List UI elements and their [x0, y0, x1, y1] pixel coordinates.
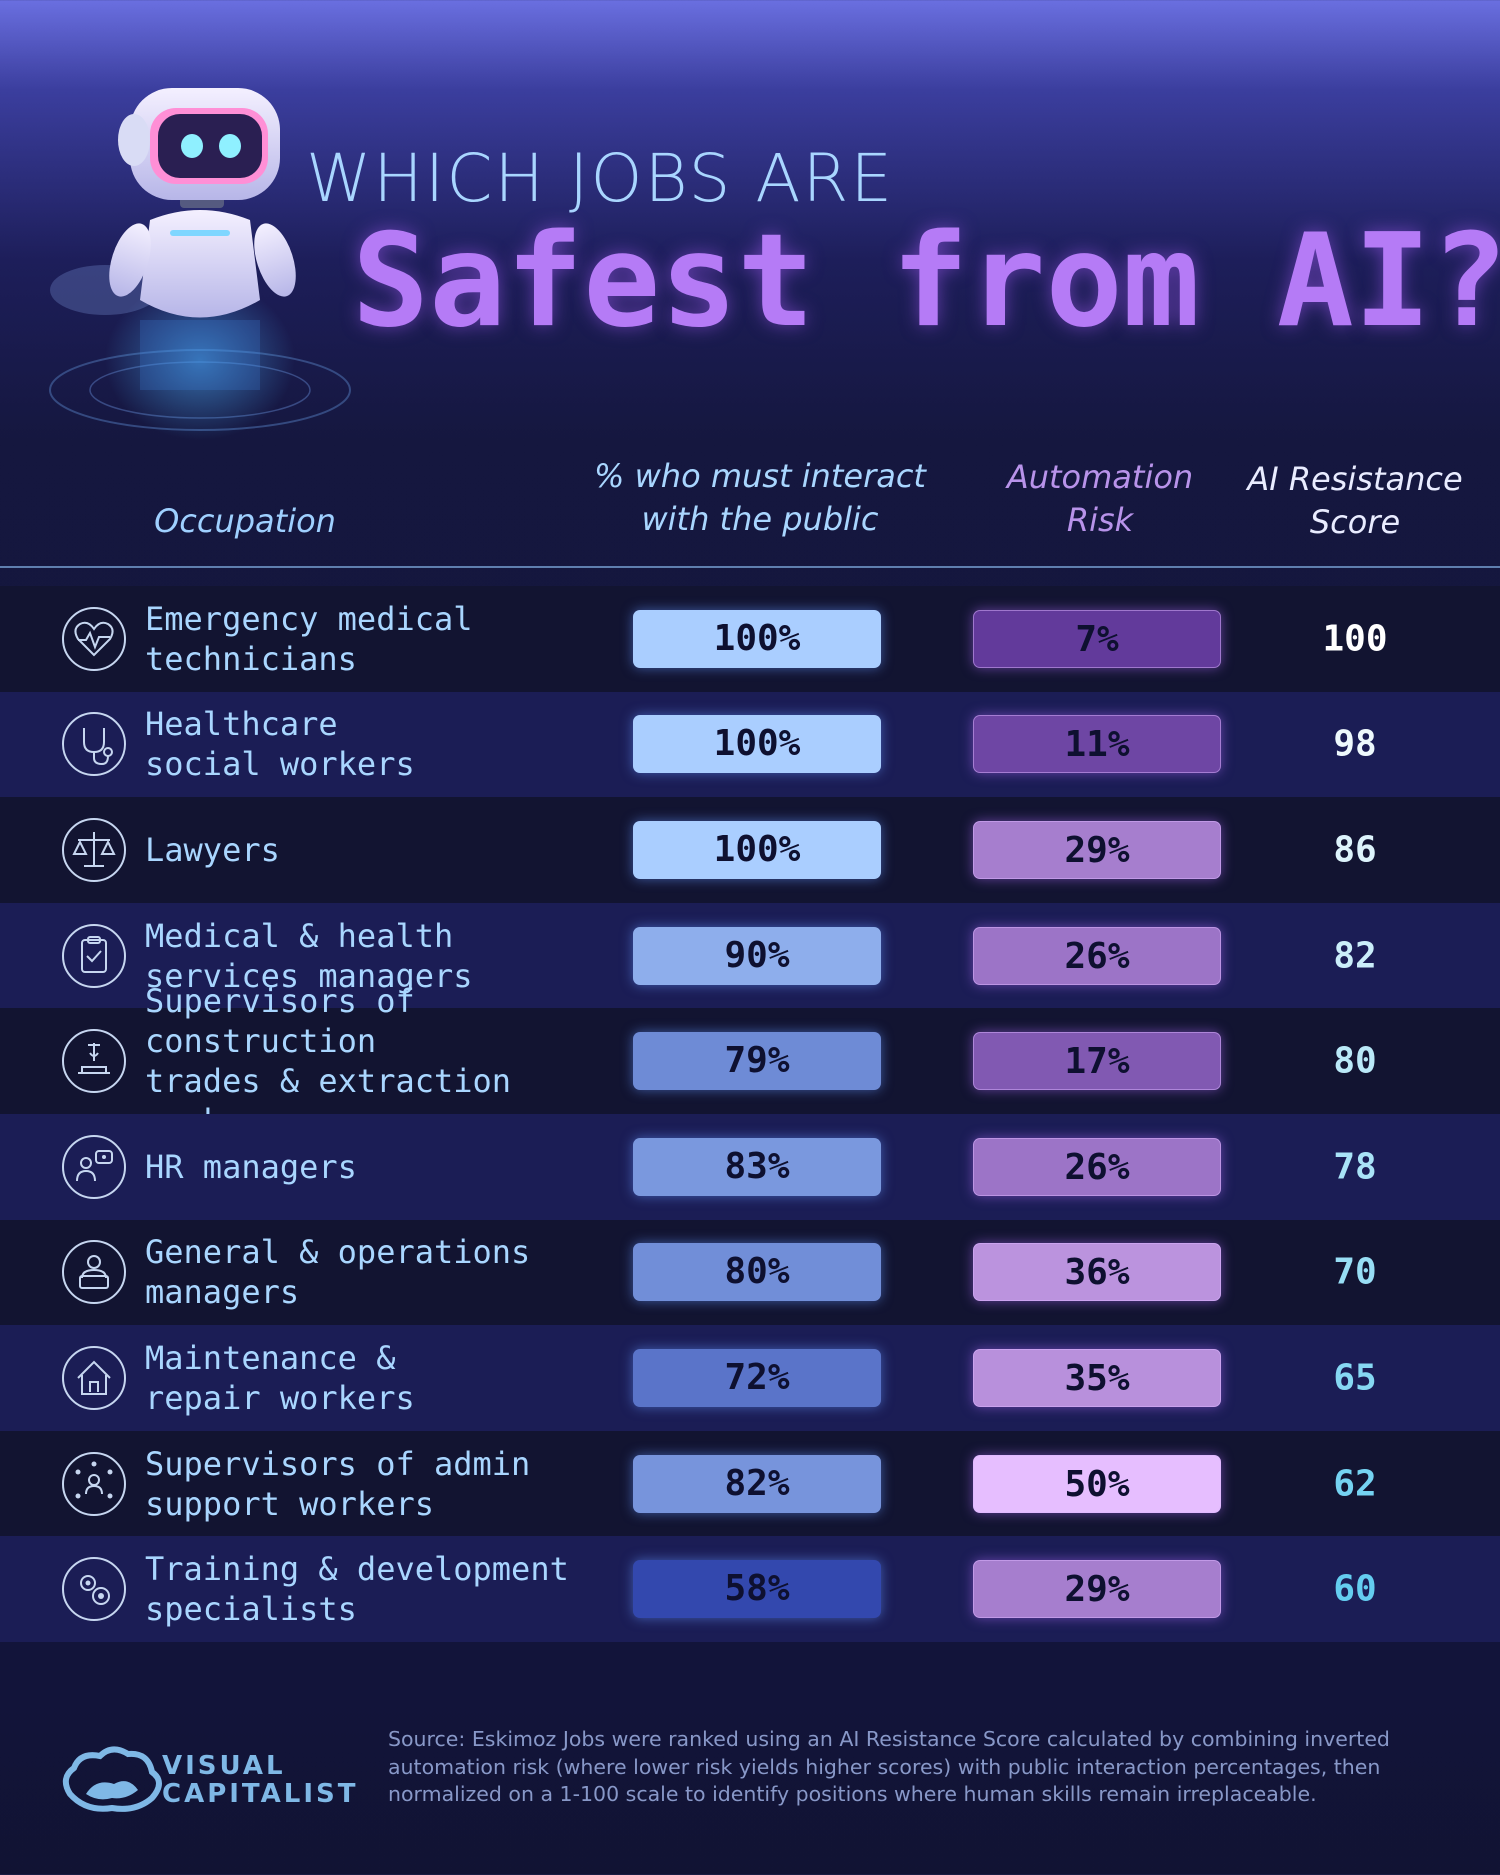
- occupation-label: Healthcare social workers: [145, 705, 415, 784]
- table-row: Supervisors of admin support workers 82% 5…: [0, 1430, 1500, 1537]
- public-interaction-cell: 72%: [633, 1348, 881, 1407]
- automation-risk-cell: 11%: [973, 715, 1221, 774]
- resistance-score-cell: 60: [1333, 1568, 1377, 1610]
- heartbeat-icon: [62, 606, 126, 671]
- public-interaction-cell: 79%: [633, 1032, 881, 1091]
- table-row: Maintenance & repair workers 72% 35% 65: [0, 1325, 1500, 1431]
- resistance-score-cell: 62: [1333, 1463, 1377, 1505]
- resistance-score-cell: 78: [1333, 1146, 1377, 1188]
- title-kicker: WHICH JOBS ARE: [306, 140, 895, 217]
- occupation-label: Supervisors of admin support workers: [145, 1444, 531, 1523]
- table-row: Training & development specialists 58% 29%…: [0, 1536, 1500, 1642]
- automation-risk-cell: 29%: [973, 1560, 1221, 1619]
- gears-icon: [62, 1557, 126, 1622]
- table-row: Emergency medical technicians 100% 7% 100: [0, 586, 1500, 692]
- automation-risk-cell: 36%: [973, 1243, 1221, 1302]
- robot-illustration: [49, 88, 351, 440]
- public-interaction-cell: 100%: [633, 609, 881, 668]
- automation-risk-cell: 50%: [973, 1454, 1221, 1513]
- page-title: Safest from AI?: [352, 207, 1500, 356]
- automation-risk-cell: 17%: [973, 1032, 1221, 1091]
- column-header-automation-risk: Automation Risk: [1006, 458, 1194, 539]
- source-note: Source: Eskimoz Jobs were ranked using a…: [388, 1727, 1390, 1806]
- header-divider: [0, 566, 1500, 568]
- jobs-table: Emergency medical technicians 100% 7% 100 He…: [0, 586, 1500, 1642]
- resistance-score-cell: 82: [1333, 935, 1377, 977]
- table-row: General & operations managers 80% 36% 70: [0, 1219, 1500, 1326]
- stethoscope-icon: [62, 712, 126, 777]
- column-header-public-interaction: % who must interact with the public: [594, 457, 926, 538]
- column-header-occupation: Occupation: [154, 502, 336, 540]
- occupation-label: Maintenance & repair workers: [145, 1338, 415, 1417]
- crane-icon: [62, 1029, 126, 1094]
- table-row: Supervisors of construction trades & ext…: [0, 982, 1500, 1140]
- logo-line-1: VISUAL: [162, 1751, 286, 1781]
- automation-risk-cell: 35%: [973, 1348, 1221, 1407]
- visual-capitalist-logo: [62, 1746, 162, 1812]
- public-interaction-cell: 90%: [633, 926, 881, 985]
- laptop-person-icon: [62, 1240, 126, 1305]
- resistance-score-cell: 70: [1333, 1251, 1377, 1293]
- public-interaction-cell: 100%: [633, 715, 881, 774]
- resistance-score-cell: 100: [1322, 618, 1388, 660]
- column-header-resistance-score: AI Resistance Score: [1247, 460, 1463, 541]
- scales-icon: [62, 817, 126, 882]
- house-tools-icon: [62, 1345, 126, 1410]
- clipboard-icon: [62, 923, 126, 988]
- automation-risk-cell: 26%: [973, 926, 1221, 985]
- occupation-label: Training & development specialists: [145, 1550, 569, 1629]
- logo-line-2: CAPITALIST: [162, 1779, 359, 1809]
- occupation-label: Medical & health services managers: [145, 916, 473, 995]
- people-chat-icon: [62, 1134, 126, 1199]
- public-interaction-cell: 100%: [633, 820, 881, 879]
- table-row: Healthcare social workers 100% 11% 98: [0, 691, 1500, 798]
- table-row: HR managers 83% 26% 78: [0, 1113, 1500, 1220]
- occupation-label: HR managers: [145, 1147, 357, 1186]
- public-interaction-cell: 82%: [633, 1454, 881, 1513]
- automation-risk-cell: 29%: [973, 820, 1221, 879]
- table-row: Medical & health services managers 90% 26%…: [0, 902, 1500, 1009]
- occupation-label: General & operations managers: [145, 1233, 531, 1312]
- automation-risk-cell: 26%: [973, 1137, 1221, 1196]
- automation-risk-cell: 7%: [973, 609, 1221, 668]
- resistance-score-cell: 65: [1333, 1357, 1377, 1399]
- public-interaction-cell: 83%: [633, 1137, 881, 1196]
- occupation-label: Emergency medical technicians: [145, 599, 473, 678]
- resistance-score-cell: 86: [1333, 829, 1377, 871]
- occupation-label: Lawyers: [145, 830, 280, 869]
- resistance-score-cell: 98: [1333, 723, 1377, 765]
- resistance-score-cell: 80: [1333, 1040, 1377, 1082]
- table-row: Lawyers 100% 29% 86: [0, 797, 1500, 903]
- network-person-icon: [62, 1451, 126, 1516]
- public-interaction-cell: 80%: [633, 1243, 881, 1302]
- public-interaction-cell: 58%: [633, 1560, 881, 1619]
- logo-wordmark: VISUAL CAPITALIST: [162, 1752, 358, 1808]
